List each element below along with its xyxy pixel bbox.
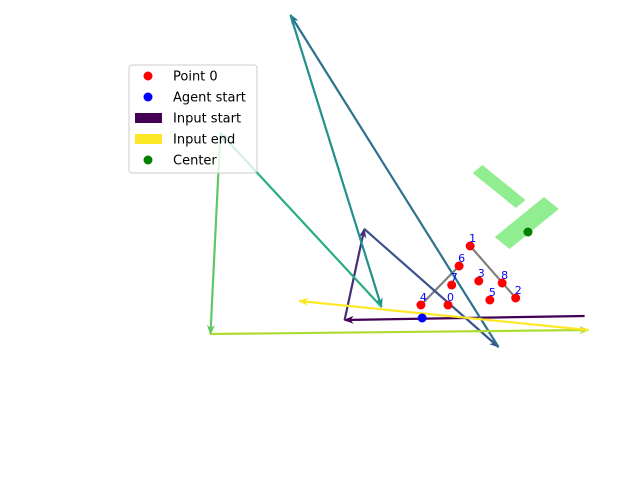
trajectory-segment-2 — [363, 228, 500, 348]
legend-label-point-0: Point 0 — [173, 70, 218, 85]
legend-marker-center — [143, 155, 153, 165]
point-label-2: 2 — [515, 284, 522, 297]
shape-stem — [472, 165, 526, 208]
point-label-0: 0 — [447, 291, 454, 304]
legend-marker-input-start — [135, 113, 162, 123]
point-marker-8 — [497, 278, 507, 288]
point-marker-5 — [485, 295, 495, 305]
legend-marker-input-end — [135, 134, 162, 144]
legend-label-input-end: Input end — [173, 133, 235, 148]
shape-cross-bar — [494, 197, 559, 249]
legend-label-agent-start: Agent start — [173, 91, 246, 106]
trajectory-segment-3 — [289, 14, 500, 348]
agent-start-marker — [417, 313, 427, 323]
legend-marker-point-0 — [143, 71, 153, 81]
point-label-3: 3 — [478, 267, 485, 280]
legend-label-input-start: Input start — [173, 112, 241, 127]
point-label-1: 1 — [469, 232, 476, 245]
legend-marker-agent-start — [143, 92, 153, 102]
legend-frame — [128, 64, 258, 174]
point-label-4: 4 — [420, 291, 427, 304]
connection-line-0 — [469, 245, 517, 299]
point-label-5: 5 — [489, 286, 496, 299]
point-marker-0 — [443, 300, 453, 310]
point-marker-4 — [416, 300, 426, 310]
point-label-7: 7 — [451, 271, 458, 284]
trajectory-segment-8 — [298, 297, 589, 332]
point-label-8: 8 — [501, 269, 508, 282]
trajectory-segment-4 — [289, 14, 383, 308]
center-marker — [523, 227, 533, 237]
legend-entries: Point 0 Agent start Input start Input end Ce… — [135, 70, 246, 169]
point-marker-1 — [465, 241, 475, 251]
point-marker-6 — [454, 261, 464, 271]
trajectory-layer — [206, 14, 590, 348]
points-layer: 0 1 2 3 4 5 67 8 — [416, 227, 533, 323]
legend: Point 0 Agent start Input start Input end Ce… — [128, 64, 258, 174]
shape-layer — [472, 165, 559, 249]
trajectory-segment-7 — [210, 326, 590, 336]
legend-label-center: Center — [173, 154, 217, 169]
point-marker-3 — [474, 276, 484, 286]
point-marker-7 — [447, 280, 457, 290]
point-marker-2 — [511, 293, 521, 303]
point-label-6: 6 — [458, 252, 465, 265]
